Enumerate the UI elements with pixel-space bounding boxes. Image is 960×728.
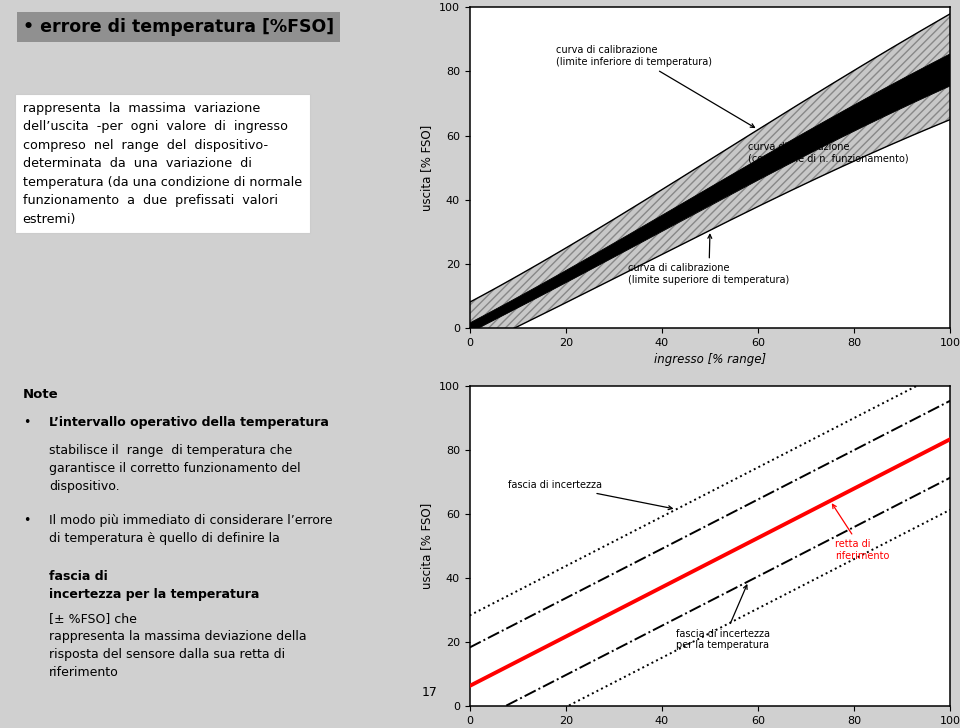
Y-axis label: uscita [% FSO]: uscita [% FSO] <box>420 124 433 210</box>
Text: •: • <box>23 416 30 429</box>
Text: Note: Note <box>23 388 59 401</box>
Text: fascia di incertezza: fascia di incertezza <box>508 480 672 510</box>
X-axis label: ingresso [% range]: ingresso [% range] <box>654 353 766 366</box>
Text: •: • <box>23 514 30 527</box>
Text: • errore di temperatura [%FSO]: • errore di temperatura [%FSO] <box>23 17 334 36</box>
Text: fascia di incertezza
per la temperatura: fascia di incertezza per la temperatura <box>677 585 770 650</box>
Text: [± %FSO] che
rappresenta la massima deviazione della
risposta del sensore dalla : [± %FSO] che rappresenta la massima devi… <box>49 612 306 678</box>
Text: curva di calibrazione
(limite superiore di temperatura): curva di calibrazione (limite superiore … <box>628 234 789 285</box>
Text: rappresenta  la  massima  variazione
dell’uscita  -per  ogni  valore  di  ingres: rappresenta la massima variazione dell’u… <box>23 102 301 226</box>
Text: curva di calibrazione
(condizione di n. funzionamento): curva di calibrazione (condizione di n. … <box>749 122 909 163</box>
Text: fascia di
incertezza per la temperatura: fascia di incertezza per la temperatura <box>49 570 259 601</box>
Text: retta di
riferimento: retta di riferimento <box>832 505 889 561</box>
Text: L’intervallo operativo della temperatura: L’intervallo operativo della temperatura <box>49 416 329 429</box>
Text: Il modo più immediato di considerare l’errore
di temperatura è quello di definir: Il modo più immediato di considerare l’e… <box>49 514 332 545</box>
Text: 17: 17 <box>422 687 438 699</box>
Y-axis label: uscita [% FSO]: uscita [% FSO] <box>420 503 433 589</box>
Text: curva di calibrazione
(limite inferiore di temperatura): curva di calibrazione (limite inferiore … <box>556 45 755 127</box>
Text: stabilisce il  range  di temperatura che
garantisce il corretto funzionamento de: stabilisce il range di temperatura che g… <box>49 444 300 493</box>
